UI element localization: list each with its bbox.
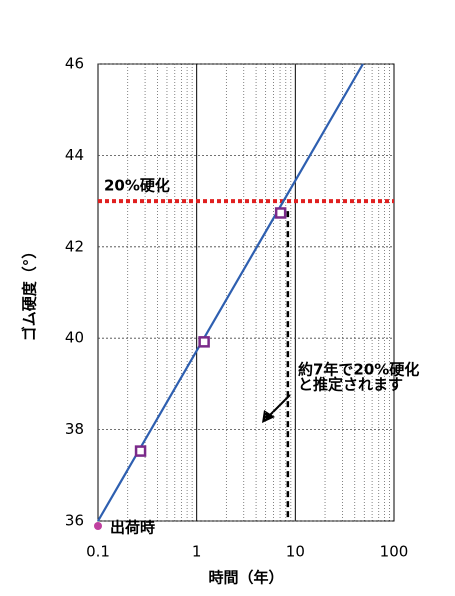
marker: [274, 207, 287, 219]
arrow-head: [262, 410, 275, 423]
x-tick-label: 10: [286, 543, 305, 561]
y-tick-label: 40: [65, 329, 84, 347]
y-tick-label: 46: [65, 55, 84, 73]
annotation: と推定されます: [298, 376, 403, 394]
y-tick-label: 38: [65, 420, 84, 438]
x-tick-label: 100: [380, 543, 409, 561]
y-tick-label: 42: [65, 237, 84, 255]
x-tick-label: 1: [192, 543, 202, 561]
origin-label: 出荷時: [110, 519, 155, 537]
origin-dot: [94, 522, 102, 530]
x-axis-label: 時間（年）: [208, 569, 283, 587]
y-tick-label: 44: [65, 146, 84, 164]
marker: [198, 336, 210, 348]
arrow: [267, 394, 291, 418]
threshold-label: 20%硬化: [104, 177, 170, 195]
y-axis-label: ゴム硬度（°）: [21, 244, 39, 342]
fit-line: [97, 63, 364, 522]
marker: [134, 445, 147, 457]
x-tick-label: 0.1: [86, 543, 110, 561]
y-tick-label: 36: [65, 512, 84, 530]
annotation: 約7年で20%硬化: [298, 361, 419, 379]
